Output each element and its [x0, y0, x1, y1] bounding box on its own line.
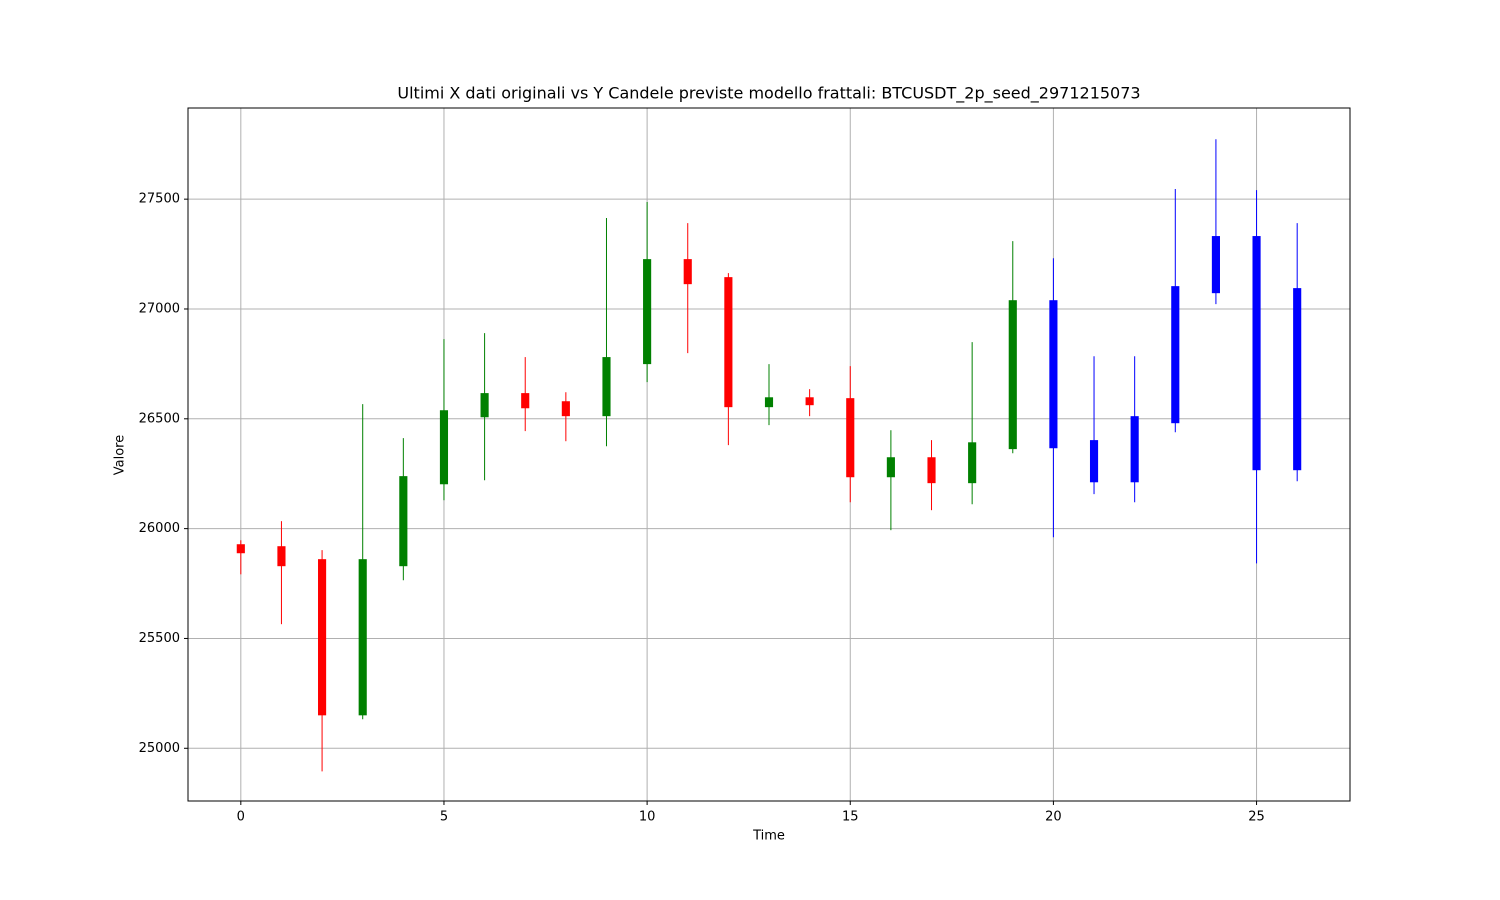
candle-body — [1008, 300, 1017, 450]
y-axis-label: Valore — [113, 435, 128, 475]
y-tick-label: 25000 — [139, 741, 180, 756]
candle-body — [561, 401, 570, 417]
candle-body — [358, 559, 367, 716]
candle-body — [1130, 416, 1139, 483]
candle-body — [1171, 286, 1180, 424]
chart-title: Ultimi X dati originali vs Y Candele pre… — [397, 84, 1140, 104]
candle-body — [318, 559, 327, 716]
candle-body — [683, 259, 692, 285]
candle-body — [724, 277, 733, 408]
x-tick-label: 10 — [639, 810, 656, 825]
x-tick-label: 15 — [842, 810, 859, 825]
candle-body — [521, 393, 530, 409]
plot-frame — [187, 107, 1351, 802]
x-tick-label: 5 — [440, 810, 448, 825]
x-tick-label: 25 — [1248, 810, 1265, 825]
candle-body — [927, 457, 936, 484]
candle-body — [236, 544, 245, 554]
candle-body — [1252, 236, 1261, 471]
candle-body — [846, 398, 855, 478]
x-axis-label: Time — [752, 829, 785, 844]
x-tick-label: 0 — [237, 810, 245, 825]
candle-body — [805, 397, 814, 406]
candle-body — [1049, 300, 1058, 449]
candle-body — [1293, 288, 1302, 471]
y-tick-label: 26000 — [139, 521, 180, 536]
y-tick-label: 26500 — [139, 411, 180, 426]
candle-body — [602, 357, 611, 417]
candle-body — [1211, 236, 1220, 294]
candle-body — [399, 476, 408, 567]
candle-body — [643, 259, 652, 365]
candle-body — [1089, 440, 1099, 483]
candle-body — [480, 393, 489, 418]
candle-body — [968, 442, 977, 484]
candle-body — [277, 546, 286, 567]
candle-body — [886, 457, 895, 478]
candle-body — [439, 410, 449, 485]
y-tick-label: 27500 — [139, 192, 180, 207]
y-tick-label: 25500 — [139, 631, 180, 646]
x-tick-label: 20 — [1045, 810, 1062, 825]
y-tick-label: 27000 — [139, 301, 180, 316]
candle-body — [764, 397, 774, 408]
